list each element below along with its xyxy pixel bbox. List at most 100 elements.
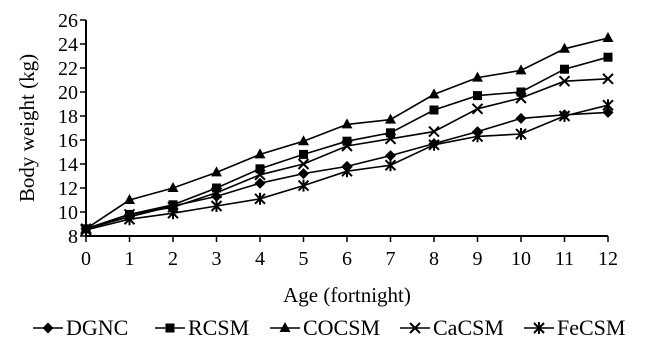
data-point-cacsm bbox=[428, 125, 440, 138]
data-point-rcsm bbox=[516, 87, 526, 97]
legend-item-dgnc: DGNC bbox=[33, 315, 128, 340]
data-point-cocsm bbox=[254, 148, 266, 159]
y-tick-label-10: 10 bbox=[58, 202, 78, 224]
data-point-fecsm bbox=[210, 200, 223, 212]
data-point-dgnc bbox=[254, 177, 266, 189]
data-point-cocsm bbox=[341, 118, 353, 129]
legend-label-cacsm: CaCSM bbox=[433, 315, 504, 340]
x-tick-label-11: 11 bbox=[555, 248, 574, 270]
data-point-fecsm bbox=[428, 138, 440, 151]
y-tick-label-22: 22 bbox=[58, 58, 78, 80]
series-layer bbox=[80, 32, 614, 236]
data-point-rcsm bbox=[168, 200, 178, 210]
data-point-fecsm bbox=[384, 159, 397, 172]
series-cacsm bbox=[80, 73, 614, 235]
x-tick-label-4: 4 bbox=[255, 248, 265, 270]
data-point-rcsm bbox=[386, 128, 395, 138]
x-tick-label-9: 9 bbox=[473, 248, 483, 270]
x-ticks: 0 1 2 3 4 5 6 7 8 9 10 11 12 bbox=[81, 236, 618, 270]
data-point-cocsm bbox=[167, 182, 179, 192]
data-point-fecsm bbox=[254, 192, 266, 205]
data-point-cacsm bbox=[384, 133, 397, 145]
data-point-cocsm bbox=[385, 113, 396, 124]
legend-label-rcsm: RCSM bbox=[188, 315, 249, 340]
data-point-rcsm bbox=[603, 52, 613, 62]
y-tick-label-24: 24 bbox=[58, 34, 78, 56]
y-tick-label-12: 12 bbox=[58, 178, 78, 200]
data-point-cacsm bbox=[254, 169, 266, 181]
data-point-rcsm bbox=[429, 105, 439, 115]
data-point-dgnc bbox=[385, 150, 396, 162]
x-tick-label-1: 1 bbox=[125, 248, 135, 270]
data-point-cocsm bbox=[472, 71, 483, 82]
x-tick-label-2: 2 bbox=[168, 248, 178, 270]
x-tick-label-3: 3 bbox=[212, 248, 222, 270]
x-tick-label-7: 7 bbox=[386, 248, 396, 270]
data-point-dgnc bbox=[602, 106, 614, 118]
data-point-dgnc bbox=[515, 112, 527, 124]
legend-marker-fecsm bbox=[533, 322, 545, 334]
legend-marker-cocsm bbox=[279, 322, 291, 332]
x-tick-label-8: 8 bbox=[429, 248, 439, 270]
legend-marker-rcsm bbox=[165, 323, 175, 333]
data-point-fecsm bbox=[558, 110, 571, 122]
data-point-rcsm bbox=[299, 149, 308, 159]
data-point-cocsm bbox=[124, 194, 135, 204]
data-point-rcsm bbox=[255, 164, 265, 174]
x-tick-label-6: 6 bbox=[342, 248, 352, 270]
data-point-fecsm bbox=[167, 207, 179, 220]
legend-item-cacsm: CaCSM bbox=[400, 315, 504, 340]
data-point-cacsm bbox=[341, 140, 353, 152]
y-tick-label-16: 16 bbox=[58, 130, 78, 152]
data-point-cocsm bbox=[298, 135, 309, 146]
data-point-cacsm bbox=[471, 103, 484, 115]
y-tick-label-18: 18 bbox=[58, 106, 78, 128]
data-point-rcsm bbox=[212, 183, 221, 193]
x-axis-title: Age (fortnight) bbox=[283, 283, 411, 307]
data-point-cocsm bbox=[559, 42, 570, 53]
series-rcsm bbox=[81, 52, 613, 234]
data-point-fecsm bbox=[80, 224, 92, 236]
x-tick-label-0: 0 bbox=[81, 248, 91, 270]
data-point-fecsm bbox=[341, 165, 353, 178]
y-tick-label-8: 8 bbox=[68, 226, 78, 248]
y-tick-label-14: 14 bbox=[58, 154, 78, 176]
data-point-dgnc bbox=[298, 168, 309, 180]
legend: DGNC RCSM COCSM CaCSM FeCSM bbox=[33, 315, 625, 340]
data-point-fecsm bbox=[515, 128, 527, 140]
legend-label-cocsm: COCSM bbox=[303, 315, 380, 340]
data-point-cacsm bbox=[602, 73, 614, 85]
data-point-cocsm bbox=[211, 166, 222, 177]
data-point-cocsm bbox=[515, 64, 527, 75]
legend-label-dgnc: DGNC bbox=[66, 315, 128, 340]
legend-marker-cacsm bbox=[409, 322, 421, 334]
data-point-cacsm bbox=[558, 75, 571, 87]
series-fecsm bbox=[80, 99, 614, 236]
x-tick-label-10: 10 bbox=[511, 248, 531, 270]
legend-item-fecsm: FeCSM bbox=[524, 315, 625, 340]
data-point-cacsm bbox=[210, 187, 223, 199]
data-point-cocsm bbox=[602, 32, 614, 42]
legend-marker-dgnc bbox=[42, 322, 54, 334]
data-point-fecsm bbox=[471, 130, 484, 143]
x-tick-label-12: 12 bbox=[598, 248, 618, 270]
y-tick-label-20: 20 bbox=[58, 82, 78, 104]
y-axis-title: Body weight (kg) bbox=[15, 54, 39, 202]
data-point-fecsm bbox=[602, 99, 614, 112]
series-line-cocsm bbox=[85, 37, 609, 230]
data-point-rcsm bbox=[560, 64, 569, 74]
legend-item-cocsm: COCSM bbox=[270, 315, 380, 340]
legend-item-rcsm: RCSM bbox=[155, 315, 249, 340]
x-tick-label-5: 5 bbox=[299, 248, 309, 270]
data-point-fecsm bbox=[297, 179, 310, 192]
data-point-cacsm bbox=[515, 92, 527, 104]
data-point-fecsm bbox=[123, 213, 136, 226]
data-point-cacsm bbox=[297, 158, 310, 170]
legend-label-fecsm: FeCSM bbox=[557, 315, 625, 340]
data-point-rcsm bbox=[342, 136, 352, 146]
data-point-rcsm bbox=[473, 91, 482, 101]
y-tick-label-26: 26 bbox=[58, 10, 78, 32]
